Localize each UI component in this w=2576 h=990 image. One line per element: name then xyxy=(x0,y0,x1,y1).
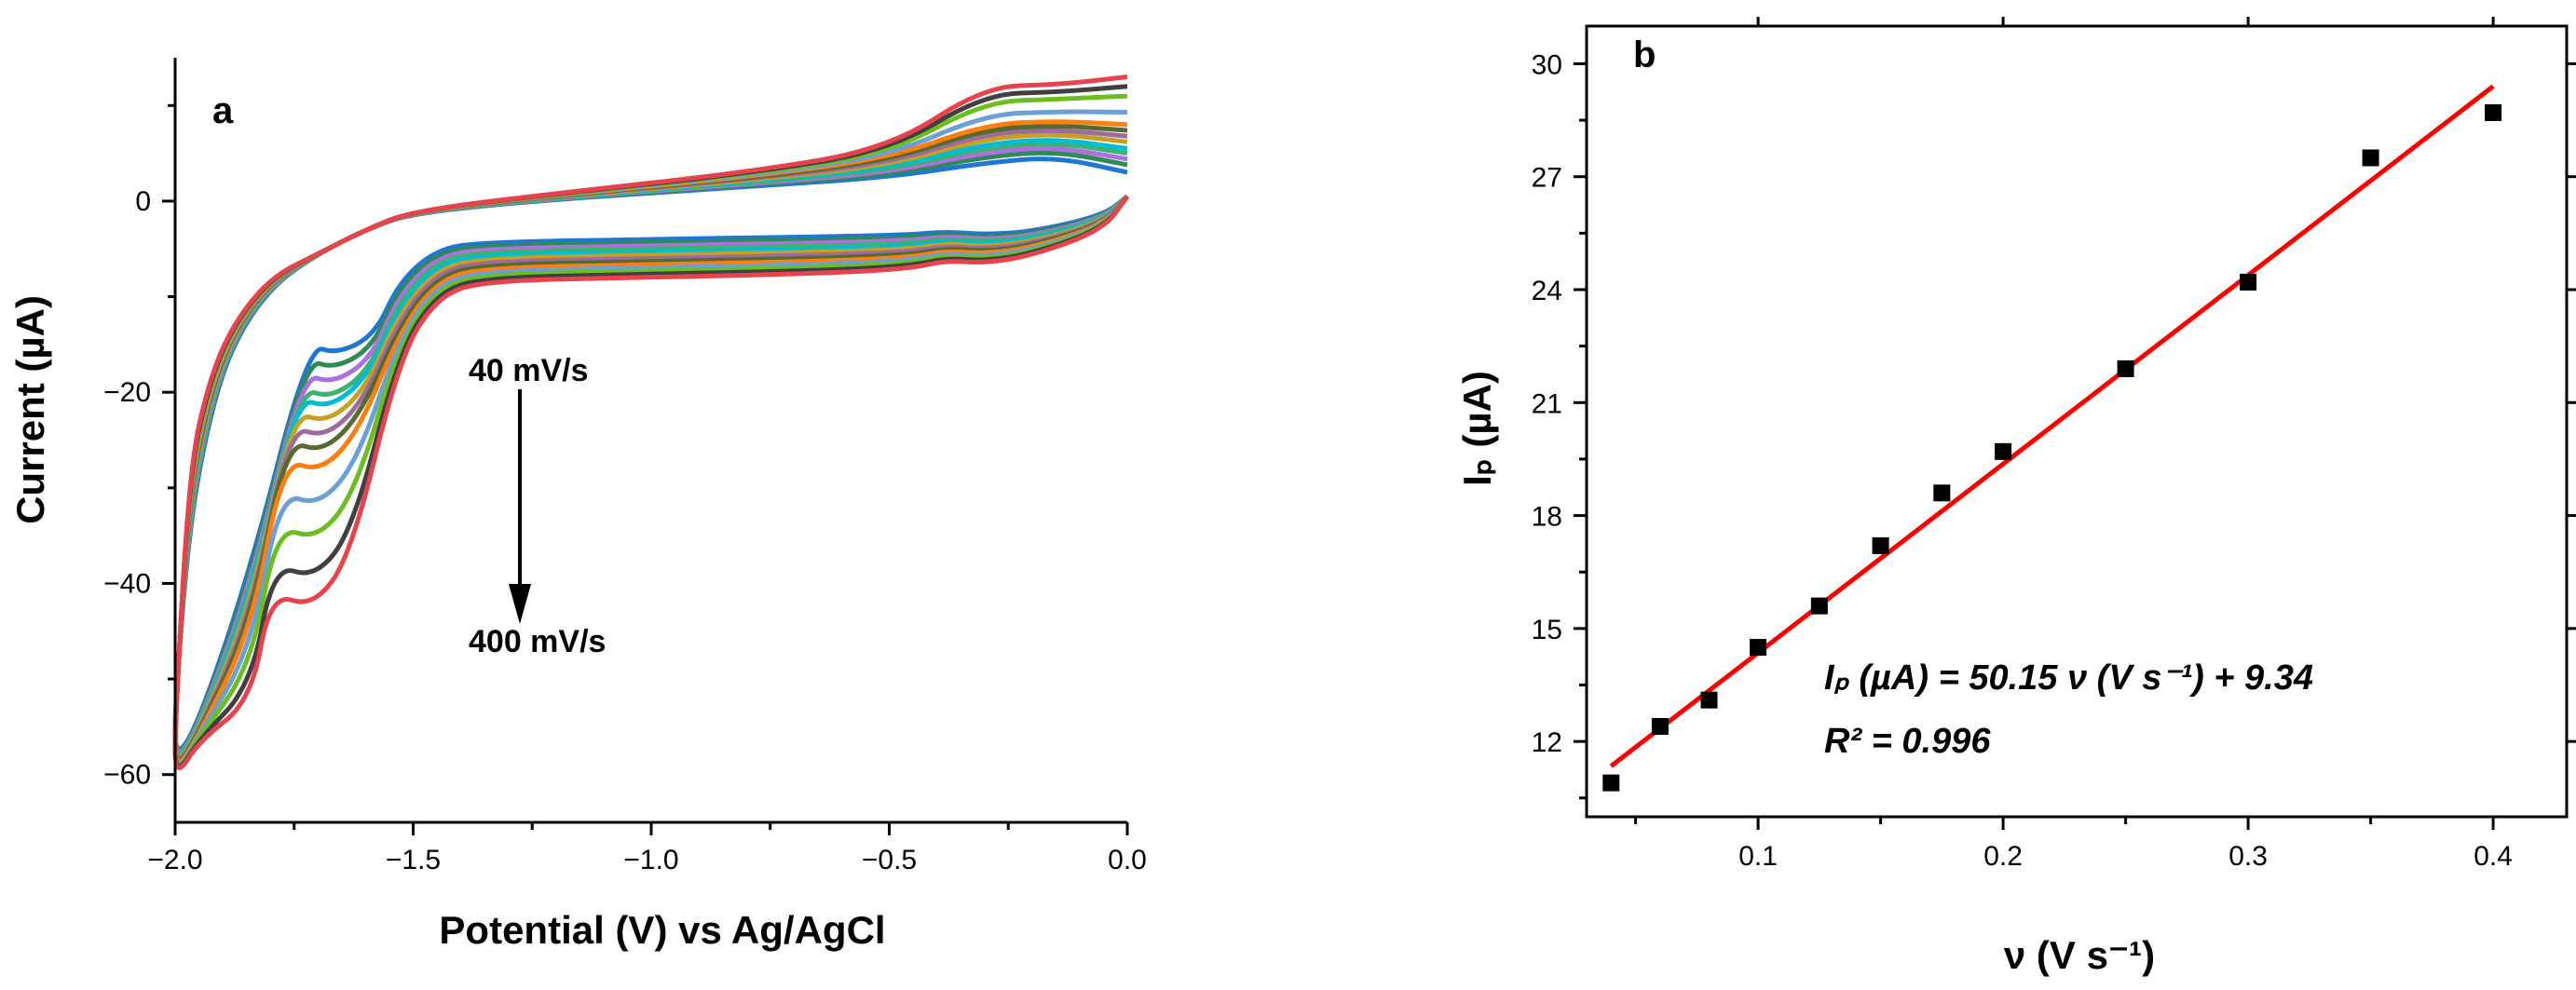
panel-b-y-tick-label: 18 xyxy=(1532,502,1562,533)
panel-a-x-tick-label: −2.0 xyxy=(147,845,202,875)
data-point xyxy=(1651,717,1669,735)
panel-b-y-tick-label: 27 xyxy=(1532,163,1562,194)
scan-rate-end-label: 400 mV/s xyxy=(469,624,606,659)
panel-b-x-tick-label: 0.1 xyxy=(1738,841,1778,872)
panel-a-x-tick-label: −1.0 xyxy=(623,845,678,875)
cv-curves xyxy=(172,75,1130,770)
data-point xyxy=(1872,536,1889,554)
scatter-points xyxy=(1602,103,2502,792)
panel-b-scatter-chart: 12 15 18 21 24 27 30 0.1 0.2 0.3 0.4 b Iₚ (µA) = 5… xyxy=(1455,17,2576,977)
panel-a-x-tick-label: −1.5 xyxy=(386,845,441,875)
panel-b-y-tick-label: 24 xyxy=(1532,276,1562,306)
data-point xyxy=(2240,273,2257,291)
panel-b-label: b xyxy=(1633,34,1656,75)
cv-curve-350-mVs xyxy=(172,93,1129,767)
panel-b-x-tick-label: 0.3 xyxy=(2228,841,2268,872)
panel-b-y-axis-title: Iₚ (µA) xyxy=(1455,371,1499,486)
panel-a-y-tick-label: 0 xyxy=(135,186,151,217)
panel-b-y-tick-label: 30 xyxy=(1532,49,1562,80)
scan-rate-start-label: 40 mV/s xyxy=(469,353,589,388)
panel-a-y-tick-label: −60 xyxy=(103,760,151,791)
data-point xyxy=(2362,149,2379,167)
panel-b-x-axis-title: ν (V s⁻¹) xyxy=(2004,933,2155,977)
data-point xyxy=(1750,639,1767,657)
cv-curve-175-mVs xyxy=(172,128,1129,761)
panel-a-label: a xyxy=(212,90,234,131)
data-point xyxy=(1602,774,1620,792)
panel-b-frame xyxy=(1585,24,2569,819)
panel-a-cv-chart: −60−40−200−2.0 −1.5 −1.0 −0.5 0.0 a 40 mV/s … xyxy=(8,58,1147,952)
data-point xyxy=(2485,103,2502,121)
panel-b-axes: 12 15 18 21 24 27 30 0.1 0.2 0.3 0.4 xyxy=(1532,17,2576,872)
cv-curve-200-mVs xyxy=(172,124,1129,763)
cv-curve-400-mVs xyxy=(172,75,1130,770)
panel-a-x-tick-label: 0.0 xyxy=(1108,845,1147,875)
panel-a-axes: −60 −40 −20 0 −2.0 −1.5 −1.0 −0.5 0.0 xyxy=(103,58,1147,875)
cv-curve-250-mVs xyxy=(172,119,1129,765)
panel-b-x-tick-label: 0.4 xyxy=(2474,841,2513,872)
scan-rate-arrow-head xyxy=(509,584,531,624)
data-point xyxy=(1810,597,1828,615)
panel-a-y-axis-title: Current (µA) xyxy=(8,295,52,524)
data-point xyxy=(1700,691,1718,709)
data-point xyxy=(1995,442,2012,460)
panel-a-y-tick-label: −40 xyxy=(103,568,151,599)
data-point xyxy=(1933,484,1951,502)
r-squared-value: R² = 0.996 xyxy=(1824,722,1991,761)
panel-b-x-tick-label: 0.2 xyxy=(1983,841,2023,872)
panel-b-y-tick-label: 21 xyxy=(1532,388,1562,419)
panel-a-x-tick-label: −0.5 xyxy=(862,845,917,875)
data-point xyxy=(2117,359,2134,377)
panel-a-x-axis-title: Potential (V) vs Ag/AgCl xyxy=(439,908,885,952)
cv-curve-300-mVs xyxy=(172,109,1129,766)
panel-b-y-tick-label: 15 xyxy=(1532,615,1562,645)
panel-b-y-tick-label: 12 xyxy=(1532,727,1562,758)
panel-a-y-tick-label: −20 xyxy=(103,377,151,408)
regression-equation: Iₚ (µA) = 50.15 ν (V s⁻¹) + 9.34 xyxy=(1824,658,2313,698)
